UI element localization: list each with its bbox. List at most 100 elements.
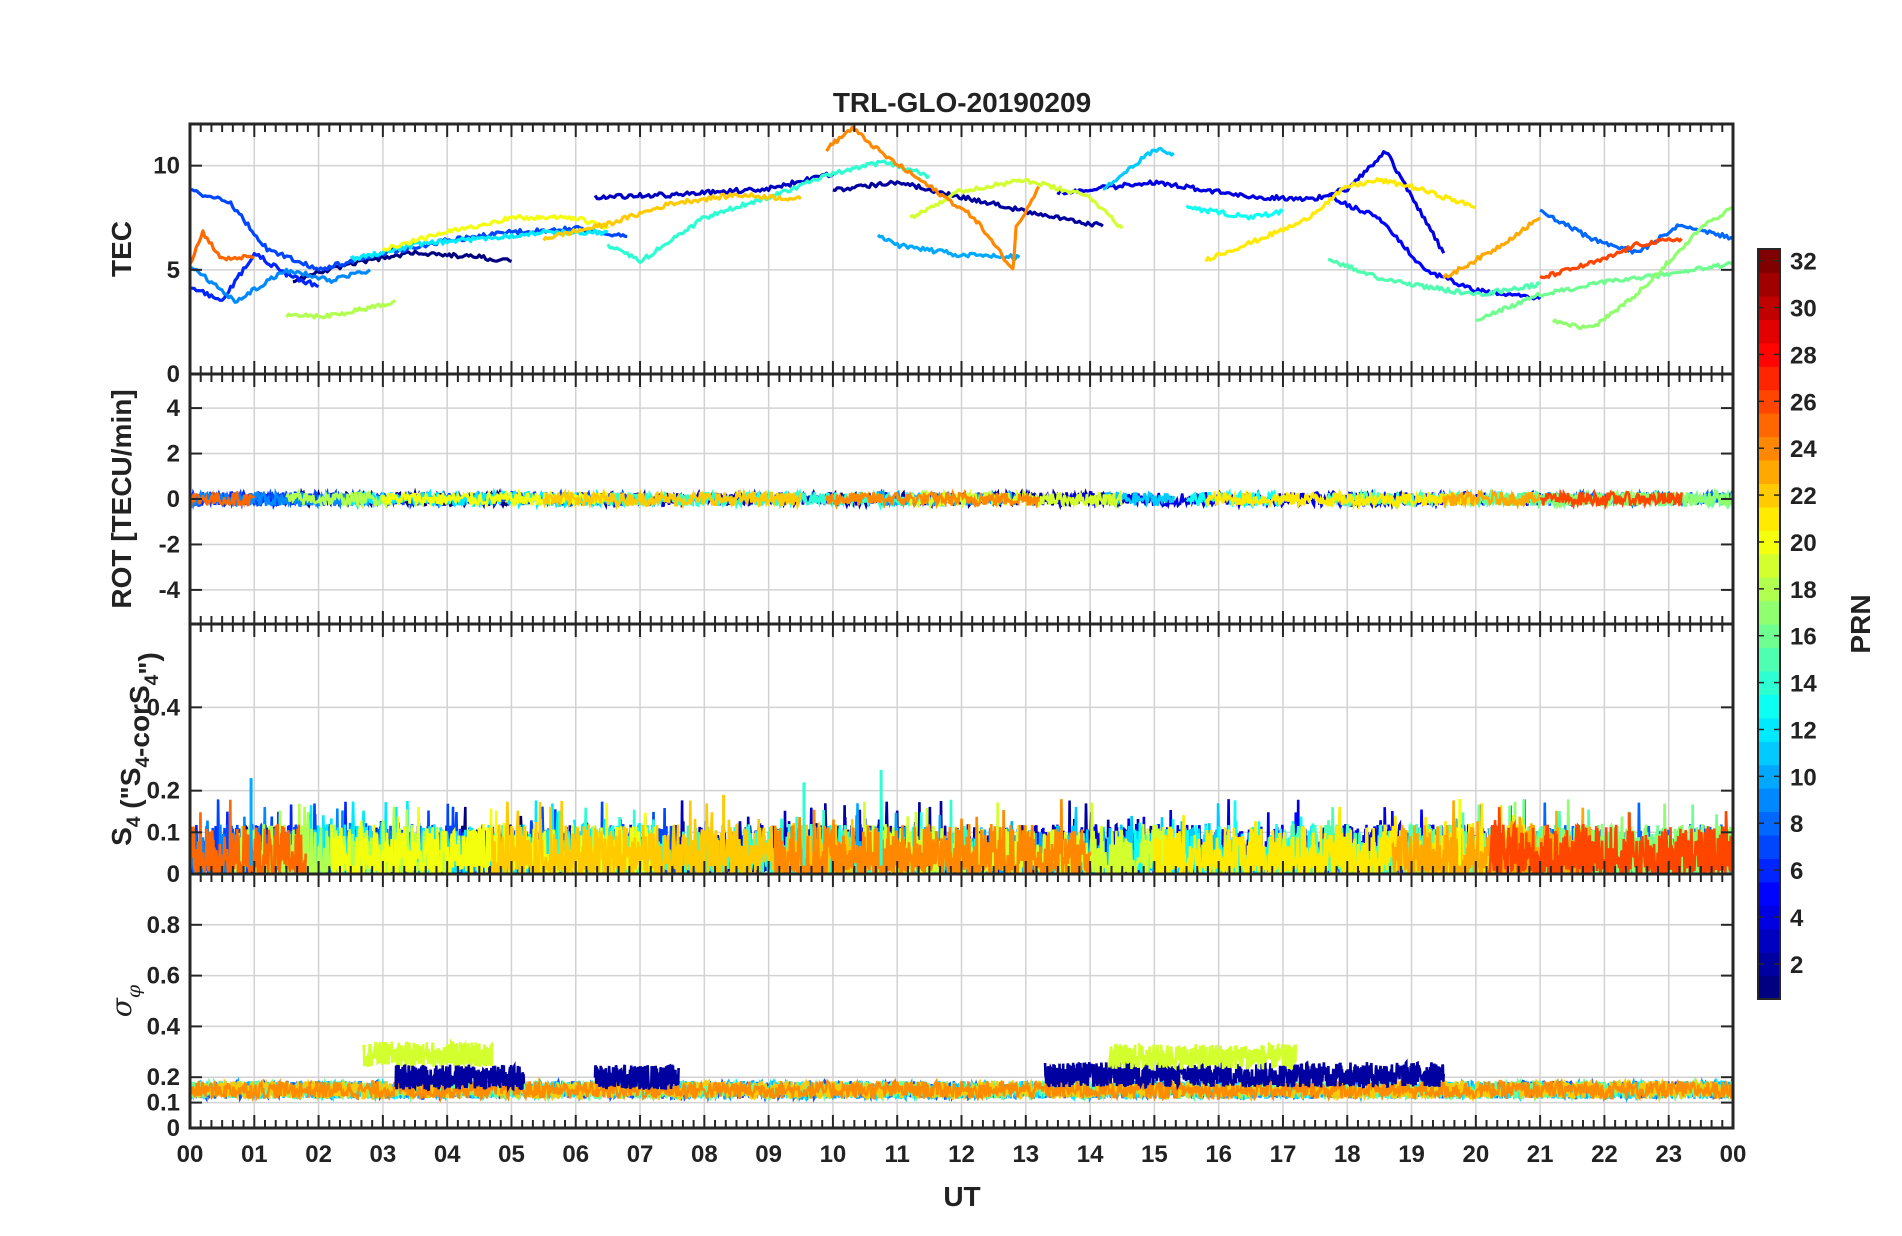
y-tick-label: 0.1 <box>147 819 180 846</box>
y-tick-label: 2 <box>167 441 180 468</box>
panel-s4: 0 0.1 0.2 0.4S4 ("S4-corS4") <box>106 622 1735 888</box>
y-tick-label: -2 <box>159 531 180 558</box>
colorbar-bin <box>1758 249 1780 274</box>
colorbar-tick-label: 4 <box>1790 905 1804 932</box>
colorbar-bin <box>1758 272 1780 297</box>
colorbar-bin <box>1758 553 1780 578</box>
y-tick-label: 0.2 <box>147 1064 180 1091</box>
tec-series-prn-9 <box>190 265 372 304</box>
colorbar-bin <box>1758 788 1780 813</box>
y-tick-label: 4 <box>167 395 181 422</box>
colorbar-tick-label: 16 <box>1790 624 1817 651</box>
tec-series-prn-2 <box>832 179 1104 228</box>
tec-series-prn-5 <box>1327 194 1542 301</box>
colorbar-bin <box>1758 764 1780 789</box>
y-tick-label: 5 <box>167 257 180 284</box>
x-tick-label: 16 <box>1205 1141 1232 1168</box>
y-tick-label: 0.6 <box>147 963 180 990</box>
x-tick-label: 15 <box>1141 1141 1168 1168</box>
colorbar-bin <box>1758 506 1780 531</box>
colorbar-bin <box>1758 741 1780 766</box>
colorbar-tick-label: 22 <box>1790 483 1817 510</box>
colorbar-tick-label: 24 <box>1790 436 1817 463</box>
rot-series-prn-23 <box>1442 488 1542 510</box>
colorbar-bin <box>1758 694 1780 719</box>
s4-y-axis-label: S4 ("S4-corS4") <box>106 652 164 846</box>
tec-series-prn-10 <box>876 233 1021 261</box>
tec-series-prn-11 <box>1102 146 1175 191</box>
colorbar-bin <box>1758 647 1780 672</box>
x-tick-label: 01 <box>241 1141 268 1168</box>
colorbar-tick-label: 28 <box>1790 342 1817 369</box>
colorbar-tick-label: 2 <box>1790 952 1803 979</box>
panel-sigma_phi: 00.10.2 0.4 0.6 0.8 σφ <box>105 872 1735 1142</box>
x-tick-label: 06 <box>562 1141 589 1168</box>
tec-series-prn-4 <box>1056 150 1446 254</box>
y-tick-label: 0 <box>167 1115 180 1142</box>
y-tick-label: 0.8 <box>147 912 180 939</box>
s4-data <box>190 769 1733 874</box>
tec-series-prn-13 <box>1185 204 1284 221</box>
x-tick-label: 08 <box>691 1141 718 1168</box>
rot-series-prn-21 <box>1204 487 1478 511</box>
panel-tec: 0 5 10 TEC <box>106 122 1735 388</box>
tec-data <box>190 125 1733 331</box>
rot-series-prn-18 <box>285 487 397 511</box>
x-tick-label: 05 <box>498 1141 525 1168</box>
rot-y-axis-label: ROT [TECU/min] <box>106 389 137 608</box>
x-tick-label: 02 <box>305 1141 332 1168</box>
tec-series-prn-15 <box>1327 258 1542 298</box>
colorbar-bin <box>1758 530 1780 555</box>
s4-series-prn-24 <box>773 799 1092 874</box>
tec-series-prn-16 <box>1475 260 1733 322</box>
x-tick-label: 07 <box>627 1141 654 1168</box>
sigma-phi-elevated-prn-19 <box>362 1038 494 1072</box>
x-tick-label: 22 <box>1591 1141 1618 1168</box>
x-axis-label: UT <box>943 1181 980 1212</box>
colorbar-bin <box>1758 342 1780 367</box>
colorbar-label: PRN <box>1845 594 1876 653</box>
colorbar-tick-label: 18 <box>1790 577 1817 604</box>
y-tick-label: 0.4 <box>147 1013 181 1040</box>
tec-series-prn-20 <box>381 214 610 252</box>
colorbar-bin <box>1758 436 1780 461</box>
colorbar-bin <box>1758 577 1780 602</box>
tec-series-prn-8 <box>1539 208 1733 255</box>
rot-series-prn-24 <box>825 488 1040 511</box>
colorbar-bin <box>1758 389 1780 414</box>
colorbar-tick-label: 10 <box>1790 764 1817 791</box>
colorbar-bin <box>1758 905 1780 930</box>
rot-series-prn-13 <box>1185 488 1285 509</box>
x-tick-label: 18 <box>1334 1141 1361 1168</box>
sigma-phi-series-prn-24 <box>190 1077 1733 1104</box>
x-tick-label: 12 <box>948 1141 975 1168</box>
y-tick-label: 0 <box>167 861 180 888</box>
colorbar-tick-label: 30 <box>1790 296 1817 323</box>
tec-series-prn-17 <box>1551 205 1733 331</box>
x-tick-label: 03 <box>370 1141 397 1168</box>
y-tick-label: 0.2 <box>147 778 180 805</box>
colorbar-bin <box>1758 811 1780 836</box>
tec-y-axis-label: TEC <box>106 221 137 277</box>
x-tick-label: 04 <box>434 1141 461 1168</box>
s4-series-prn-23 <box>1391 800 1593 874</box>
colorbar-bin <box>1758 459 1780 484</box>
y-tick-label: -4 <box>159 577 181 604</box>
tec-series-prn-22 <box>542 192 802 242</box>
colorbar-tick-label: 8 <box>1790 811 1803 838</box>
colorbar-bin <box>1758 975 1780 1000</box>
sigma-phi-elevated-prn-19 <box>1108 1041 1298 1071</box>
colorbar-bin <box>1758 670 1780 695</box>
colorbar-bin <box>1758 483 1780 508</box>
rot-series-prn-26 <box>1539 488 1683 511</box>
x-tick-label: 21 <box>1527 1141 1554 1168</box>
tec-series-prn-1 <box>292 249 513 284</box>
chart-title: TRL-GLO-20190209 <box>833 87 1091 118</box>
colorbar-bin <box>1758 413 1780 438</box>
x-tick-label: 11 <box>885 1141 910 1168</box>
colorbar-bin <box>1758 881 1780 906</box>
colorbar-frame <box>1757 248 1781 1000</box>
rot-data <box>190 487 1733 511</box>
x-ticks <box>189 874 1734 1128</box>
sigma-phi-elevated-prn-2 <box>394 1061 526 1093</box>
